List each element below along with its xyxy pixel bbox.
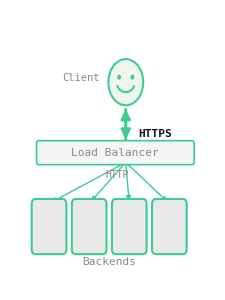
FancyBboxPatch shape <box>112 199 147 254</box>
Circle shape <box>117 75 121 80</box>
FancyBboxPatch shape <box>32 199 66 254</box>
Text: Load Balancer: Load Balancer <box>72 148 159 158</box>
Circle shape <box>130 75 134 80</box>
FancyBboxPatch shape <box>152 199 187 254</box>
FancyBboxPatch shape <box>72 199 106 254</box>
Circle shape <box>108 59 143 105</box>
Text: Backends: Backends <box>82 257 136 267</box>
Text: Client: Client <box>62 73 100 82</box>
Text: HTTPS: HTTPS <box>138 129 172 139</box>
FancyBboxPatch shape <box>36 141 194 165</box>
Text: HTTP: HTTP <box>105 169 129 180</box>
